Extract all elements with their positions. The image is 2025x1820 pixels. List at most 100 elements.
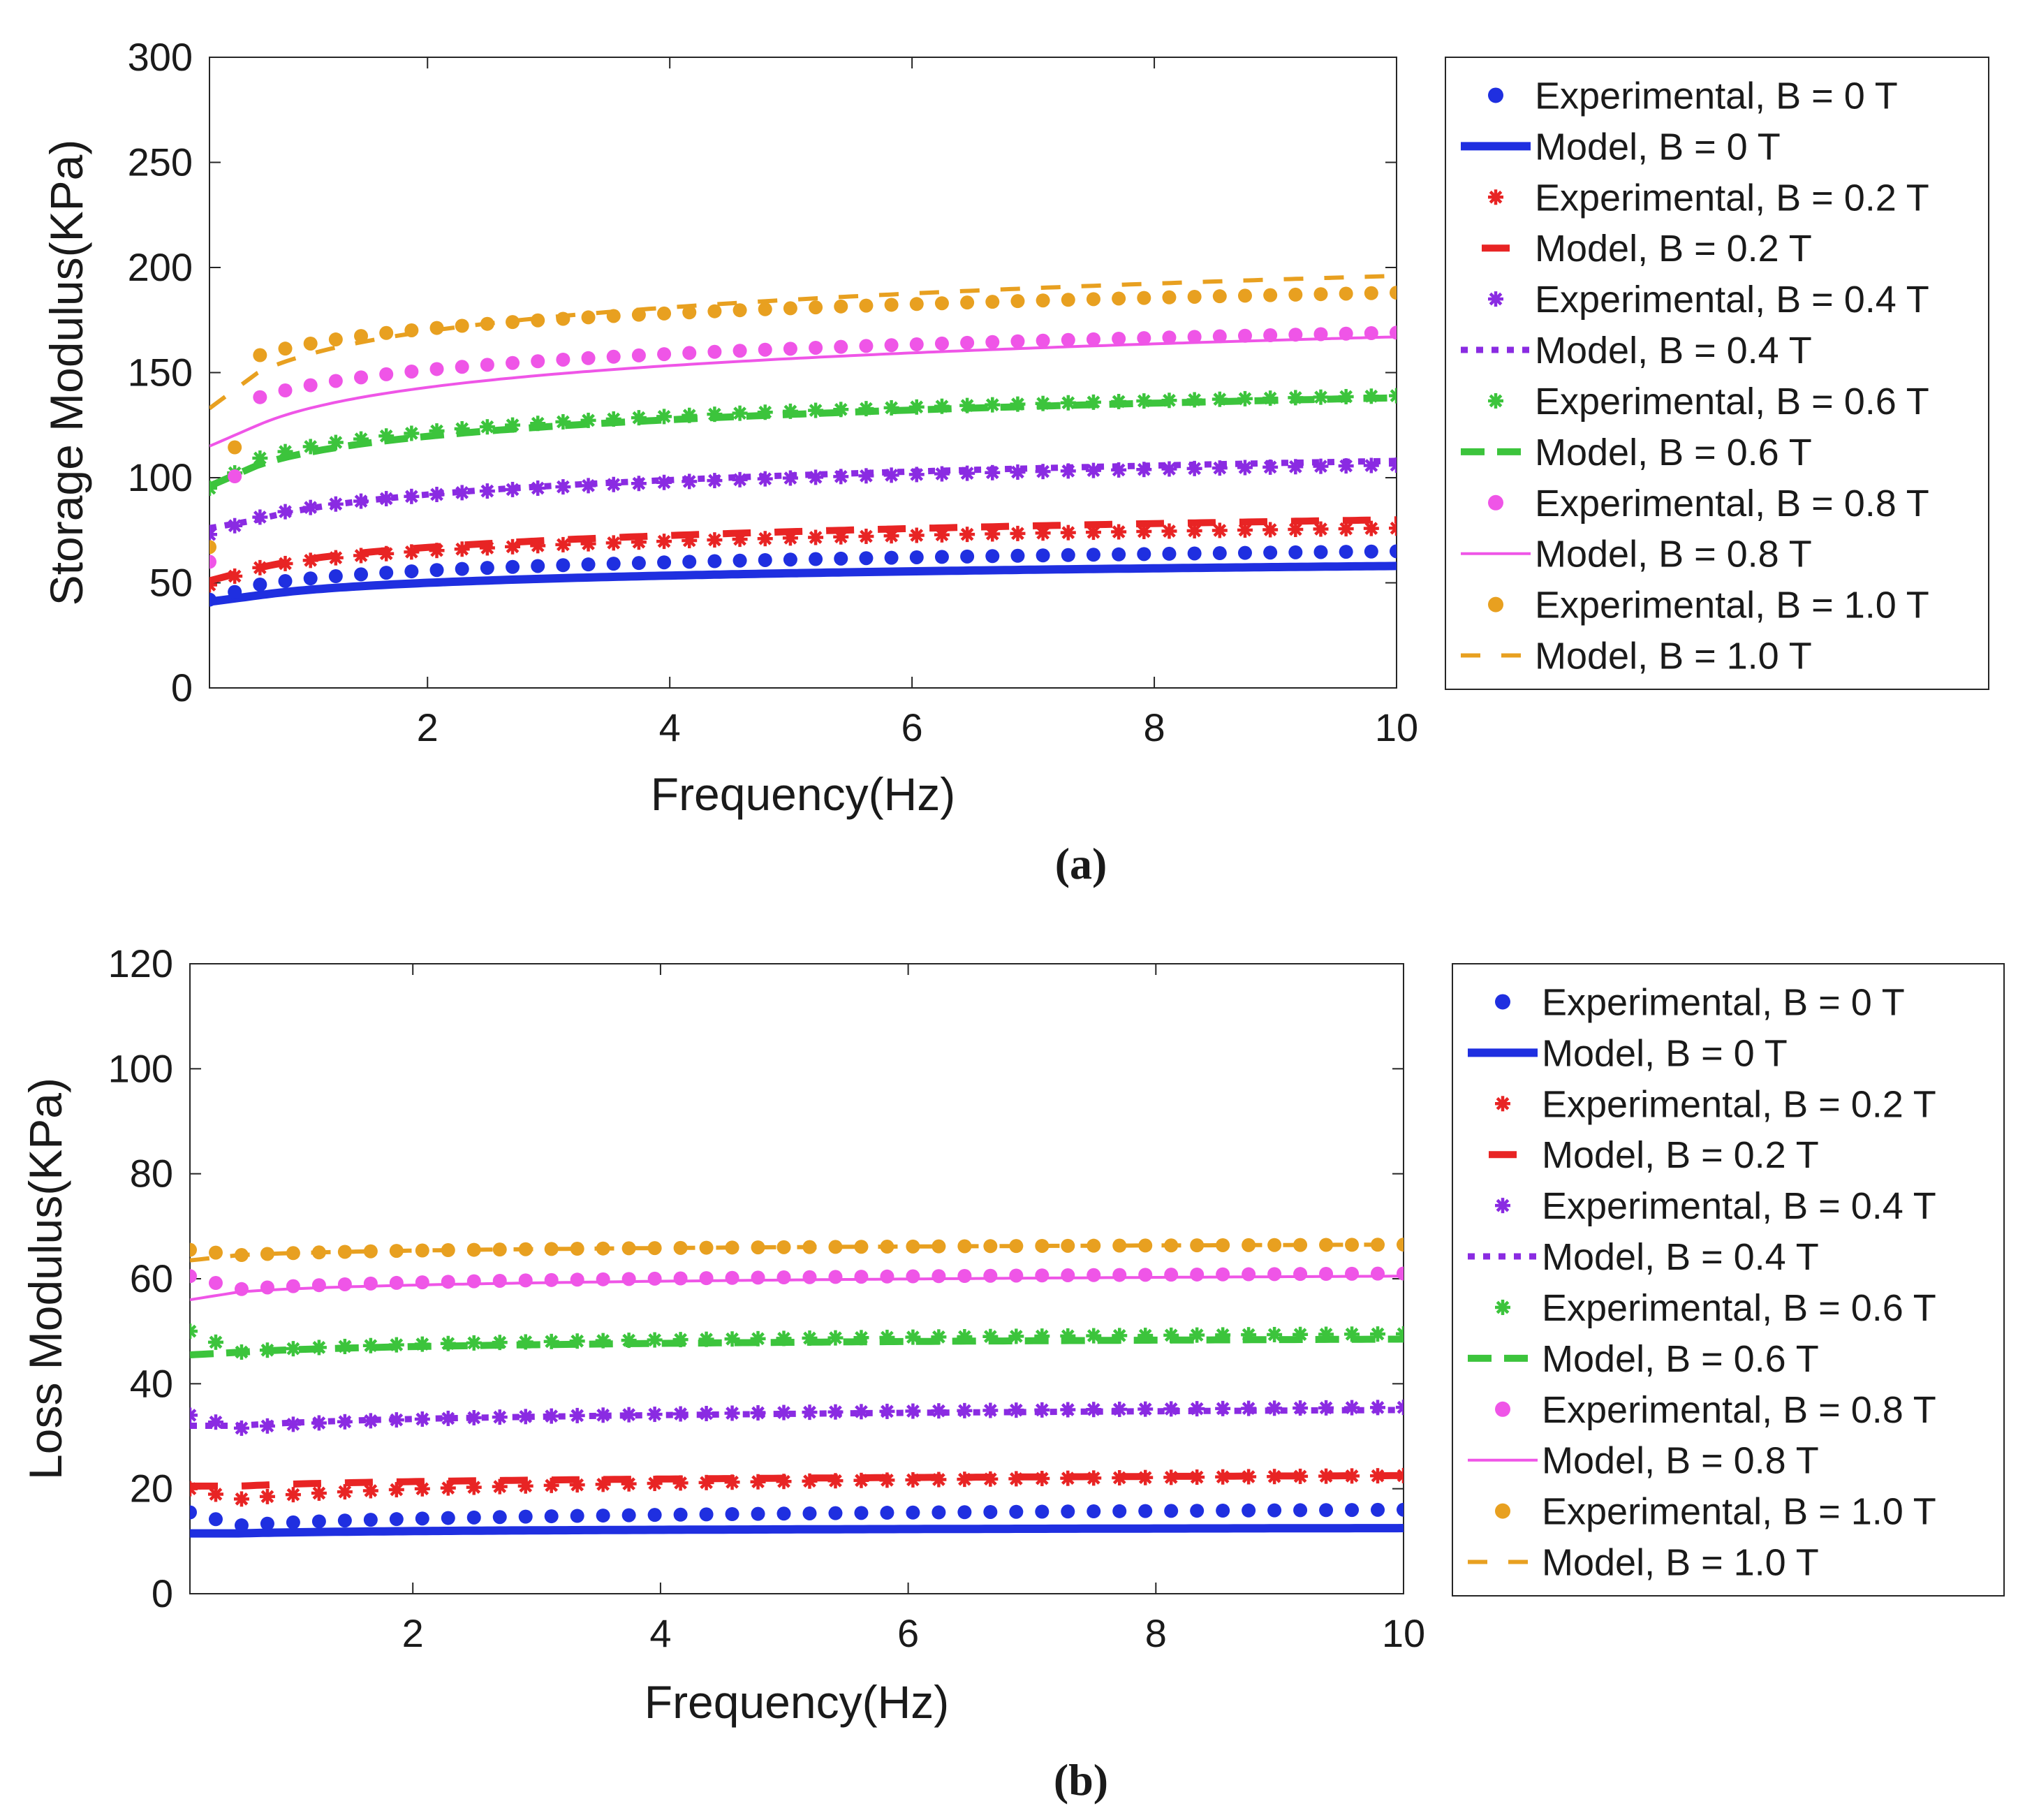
data-point xyxy=(404,544,420,560)
data-point xyxy=(884,550,899,565)
data-point xyxy=(530,538,546,554)
data-point xyxy=(880,1506,894,1520)
data-point xyxy=(440,1480,456,1496)
data-point xyxy=(1364,286,1378,300)
data-point xyxy=(580,412,596,428)
data-point xyxy=(1363,520,1379,536)
data-point xyxy=(905,1329,921,1345)
data-point xyxy=(518,1273,533,1288)
data-point xyxy=(234,1282,249,1296)
data-point xyxy=(957,1268,972,1283)
data-point xyxy=(833,529,849,545)
data-point xyxy=(1242,1503,1256,1518)
data-point xyxy=(429,486,445,502)
data-point xyxy=(985,464,1001,480)
data-point xyxy=(858,468,874,484)
data-point xyxy=(751,1506,765,1521)
data-point xyxy=(1112,1401,1128,1417)
data-point xyxy=(1370,1326,1386,1342)
data-point xyxy=(957,1239,972,1254)
data-point xyxy=(1267,1238,1282,1252)
data-point xyxy=(303,378,318,392)
data-point xyxy=(1313,521,1329,537)
data-point xyxy=(782,470,798,486)
data-point xyxy=(809,552,823,566)
x-tick-label: 6 xyxy=(901,705,923,749)
data-point xyxy=(682,533,698,549)
legend-marker-8 xyxy=(1495,1401,1510,1417)
data-point xyxy=(337,1338,353,1354)
data-point xyxy=(802,1270,817,1284)
data-point xyxy=(362,1413,378,1429)
data-point xyxy=(605,411,621,427)
data-point xyxy=(1237,328,1252,343)
series-line-1 xyxy=(190,1524,1404,1538)
data-point xyxy=(466,1410,482,1426)
data-point xyxy=(1241,1327,1257,1343)
data-point xyxy=(556,311,570,326)
data-point xyxy=(454,420,470,436)
data-point xyxy=(190,1269,197,1284)
data-point xyxy=(1137,331,1151,346)
data-point xyxy=(556,558,570,573)
data-point xyxy=(985,335,1000,349)
data-point xyxy=(1293,1267,1308,1282)
data-point xyxy=(1112,291,1126,306)
data-point xyxy=(596,1272,610,1286)
data-point xyxy=(440,1335,456,1351)
data-point xyxy=(757,531,773,547)
data-point xyxy=(1313,287,1328,302)
data-point xyxy=(1344,1326,1360,1342)
data-point xyxy=(1237,460,1253,476)
data-point xyxy=(1035,464,1051,480)
data-point xyxy=(1162,290,1177,304)
data-point xyxy=(750,1405,766,1421)
data-point xyxy=(505,481,521,497)
data-point xyxy=(362,1337,378,1353)
data-point xyxy=(751,1270,765,1285)
data-point xyxy=(983,1504,998,1519)
legend-label: Experimental, B = 0.6 T xyxy=(1535,381,1929,423)
data-point xyxy=(363,1513,378,1527)
data-point xyxy=(303,336,318,351)
data-point xyxy=(934,550,949,564)
data-point xyxy=(808,469,824,485)
data-point xyxy=(1288,287,1303,302)
data-point xyxy=(1242,1267,1256,1282)
y-tick-label: 100 xyxy=(108,1046,173,1090)
data-point xyxy=(414,1481,430,1497)
data-point xyxy=(454,485,470,501)
data-point xyxy=(909,297,924,311)
data-point xyxy=(853,1472,869,1488)
data-point xyxy=(1390,325,1397,340)
series-layer xyxy=(190,1238,1404,1538)
data-point xyxy=(853,1330,869,1346)
data-point xyxy=(1061,548,1075,562)
data-point xyxy=(606,349,621,364)
data-point xyxy=(1085,462,1101,478)
data-point xyxy=(544,1509,559,1524)
data-point xyxy=(353,548,369,564)
data-point xyxy=(1237,288,1252,303)
data-point xyxy=(1008,1402,1024,1418)
data-point xyxy=(252,450,268,467)
data-point xyxy=(253,578,267,592)
data-point xyxy=(985,549,1000,564)
y-tick-label: 150 xyxy=(128,351,193,395)
x-tick-label: 8 xyxy=(1145,1611,1167,1655)
data-point xyxy=(492,1478,508,1495)
data-point xyxy=(1112,1504,1127,1518)
y-tick-label: 100 xyxy=(128,455,193,499)
data-point xyxy=(725,1506,739,1521)
data-point xyxy=(260,1247,274,1261)
data-point xyxy=(1010,548,1025,563)
data-point xyxy=(1189,1401,1205,1417)
data-point xyxy=(454,541,470,557)
x-tick-label: 10 xyxy=(1375,705,1418,749)
data-point xyxy=(1161,392,1177,409)
data-point xyxy=(809,340,823,355)
data-point xyxy=(415,1511,429,1526)
data-point xyxy=(378,545,395,562)
legend-label: Model, B = 0 T xyxy=(1535,126,1781,168)
data-point xyxy=(1112,331,1126,346)
